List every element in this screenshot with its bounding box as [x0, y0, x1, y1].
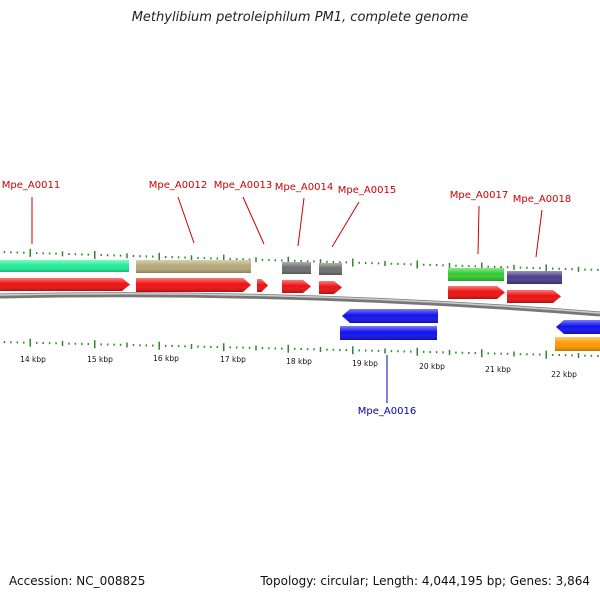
gene-label: Mpe_A0014	[275, 182, 333, 193]
ruler-label: 21 kbp	[485, 365, 511, 374]
map-title: Methylibium petroleiphilum PM1, complete…	[131, 10, 469, 25]
ruler-label: 20 kbp	[419, 362, 445, 371]
cds-arrow-mpe-a0014-shade	[282, 280, 311, 293]
ruler-label: 22 kbp	[551, 370, 577, 379]
gene-box-mpe-a0017-shade	[448, 268, 504, 281]
cds-arrow-mpe-a0013-shade	[257, 279, 268, 292]
leader-line	[331, 201, 360, 248]
gene-label: Mpe_A0016	[358, 406, 416, 417]
cds-arrow-next-gene-shade	[556, 320, 600, 334]
leader-line	[297, 197, 305, 247]
ruler-label: 15 kbp	[87, 355, 113, 364]
ruler-label: 16 kbp	[153, 354, 179, 363]
cds-arrow-mpe-a0015-shade	[319, 281, 342, 294]
gene-label: Mpe_A0018	[513, 194, 571, 205]
cds-arrow-mpe-a0017-shade	[448, 286, 505, 299]
cds-arrow-mpe-a0018-shade	[507, 290, 561, 303]
accession-text: Accession: NC_008825	[9, 574, 146, 588]
gene-box-mpe-a0015-shade	[319, 263, 342, 275]
upper-tick-ruler	[3, 248, 599, 273]
lower-tick-ruler	[3, 338, 599, 359]
genome-backbone	[0, 292, 600, 317]
gene-label: Mpe_A0015	[338, 185, 396, 196]
cds-arrow-mpe-a0011-shade	[0, 278, 130, 291]
gene-box-mpe-a0014-shade	[282, 262, 311, 274]
cds-arrow-mpe-a0016-shade	[342, 309, 438, 323]
genome-summary-text: Topology: circular; Length: 4,044,195 bp…	[260, 574, 590, 588]
gene-label: Mpe_A0017	[450, 190, 508, 201]
leader-line	[535, 209, 543, 258]
gene-box-mpe-a0012-shade	[136, 260, 251, 273]
ruler-label: 17 kbp	[220, 355, 246, 364]
cds-arrow-mpe-a0012-shade	[136, 278, 251, 292]
gene-box-next-gene-shade	[555, 337, 600, 351]
leader-line	[177, 196, 195, 244]
gene-box-mpe-a0011-shade	[0, 260, 129, 272]
gene-label: Mpe_A0013	[214, 180, 272, 191]
gene-label: Mpe_A0011	[2, 180, 60, 191]
ruler-label: 18 kbp	[286, 357, 312, 366]
ruler-label: 14 kbp	[20, 355, 46, 364]
gene-box-mpe-a0016-shade	[340, 326, 437, 340]
leader-line	[477, 205, 480, 255]
leader-line	[242, 196, 265, 245]
gene-box-mpe-a0018-shade	[507, 271, 562, 284]
gene-label: Mpe_A0012	[149, 180, 207, 191]
ruler-label: 19 kbp	[352, 359, 378, 368]
